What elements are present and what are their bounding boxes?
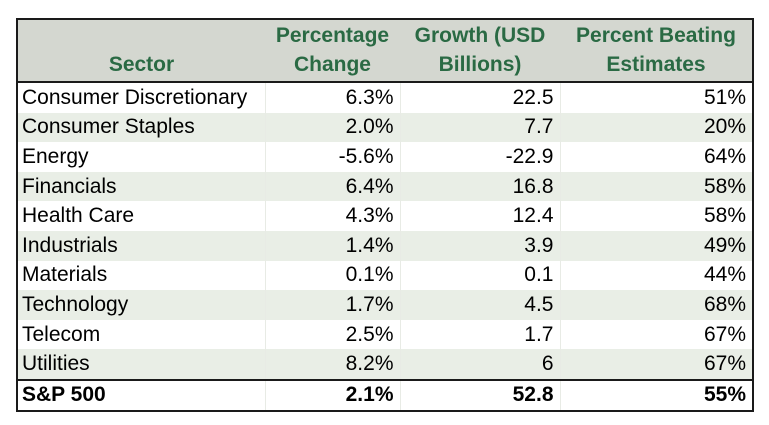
table-row: Telecom 2.5% 1.7 67% — [18, 319, 752, 350]
table-row: Financials 6.4% 16.8 58% — [18, 171, 752, 202]
table-row: Energy -5.6% -22.9 64% — [18, 142, 752, 172]
percent-beating-cell: 58% — [560, 171, 752, 202]
total-label-cell: S&P 500 — [18, 378, 266, 410]
percent-beating-cell: 58% — [560, 201, 752, 231]
table-row: Consumer Staples 2.0% 7.7 20% — [18, 112, 752, 143]
table-row: Materials 0.1% 0.1 44% — [18, 260, 752, 291]
table-row: Utilities 8.2% 6 67% — [18, 349, 752, 380]
sector-cell: Consumer Staples — [18, 112, 266, 143]
sector-cell: Consumer Discretionary — [18, 82, 266, 113]
table-row: Health Care 4.3% 12.4 58% — [18, 201, 752, 231]
percentage-change-cell: 6.4% — [265, 171, 401, 202]
percentage-change-cell: 0.1% — [265, 260, 401, 291]
percent-beating-cell: 68% — [560, 290, 752, 320]
growth-cell: 1.7 — [400, 319, 561, 350]
growth-cell: 0.1 — [400, 260, 561, 291]
sector-cell: Energy — [18, 142, 266, 172]
growth-cell: 3.9 — [400, 230, 561, 261]
percent-beating-cell: 64% — [560, 142, 752, 172]
percentage-change-cell: 6.3% — [265, 82, 401, 113]
percentage-change-cell: 8.2% — [265, 349, 401, 380]
total-percent-beating-cell: 55% — [560, 378, 752, 410]
percent-beating-cell: 20% — [560, 112, 752, 143]
percentage-change-cell: 1.7% — [265, 290, 401, 320]
earnings-table-frame: Sector Percentage Change Growth (USD Bil… — [16, 18, 754, 412]
table-row: Consumer Discretionary 6.3% 22.5 51% — [18, 82, 752, 113]
growth-cell: 12.4 — [400, 201, 561, 231]
percent-beating-cell: 67% — [560, 349, 752, 380]
total-growth-cell: 52.8 — [400, 378, 561, 410]
growth-cell: 22.5 — [400, 82, 561, 113]
sector-cell: Telecom — [18, 319, 266, 350]
header-growth-usd-billions: Growth (USD Billions) — [400, 20, 560, 83]
header-sector: Sector — [18, 20, 265, 83]
percent-beating-cell: 44% — [560, 260, 752, 291]
percentage-change-cell: -5.6% — [265, 142, 401, 172]
sector-cell: Financials — [18, 171, 266, 202]
percent-beating-cell: 67% — [560, 319, 752, 350]
header-percentage-change: Percentage Change — [265, 20, 400, 83]
sector-cell: Industrials — [18, 230, 266, 261]
earnings-table: Sector Percentage Change Growth (USD Bil… — [18, 20, 752, 410]
table-header: Sector Percentage Change Growth (USD Bil… — [18, 20, 752, 83]
sector-cell: Materials — [18, 260, 266, 291]
percentage-change-cell: 2.0% — [265, 112, 401, 143]
growth-cell: 7.7 — [400, 112, 561, 143]
percentage-change-cell: 4.3% — [265, 201, 401, 231]
table-body: Consumer Discretionary 6.3% 22.5 51% Con… — [18, 82, 752, 410]
percent-beating-cell: 49% — [560, 230, 752, 261]
table-row: Technology 1.7% 4.5 68% — [18, 290, 752, 320]
growth-cell: 16.8 — [400, 171, 561, 202]
sector-cell: Health Care — [18, 201, 266, 231]
percent-beating-cell: 51% — [560, 82, 752, 113]
table-row: Industrials 1.4% 3.9 49% — [18, 230, 752, 261]
sector-cell: Utilities — [18, 349, 266, 380]
growth-cell: 6 — [400, 349, 561, 380]
total-row: S&P 500 2.1% 52.8 55% — [18, 378, 752, 410]
sector-cell: Technology — [18, 290, 266, 320]
header-percent-beating-estimates: Percent Beating Estimates — [560, 20, 752, 83]
header-row: Sector Percentage Change Growth (USD Bil… — [18, 20, 752, 83]
growth-cell: 4.5 — [400, 290, 561, 320]
total-percentage-change-cell: 2.1% — [265, 378, 401, 410]
growth-cell: -22.9 — [400, 142, 561, 172]
percentage-change-cell: 2.5% — [265, 319, 401, 350]
percentage-change-cell: 1.4% — [265, 230, 401, 261]
